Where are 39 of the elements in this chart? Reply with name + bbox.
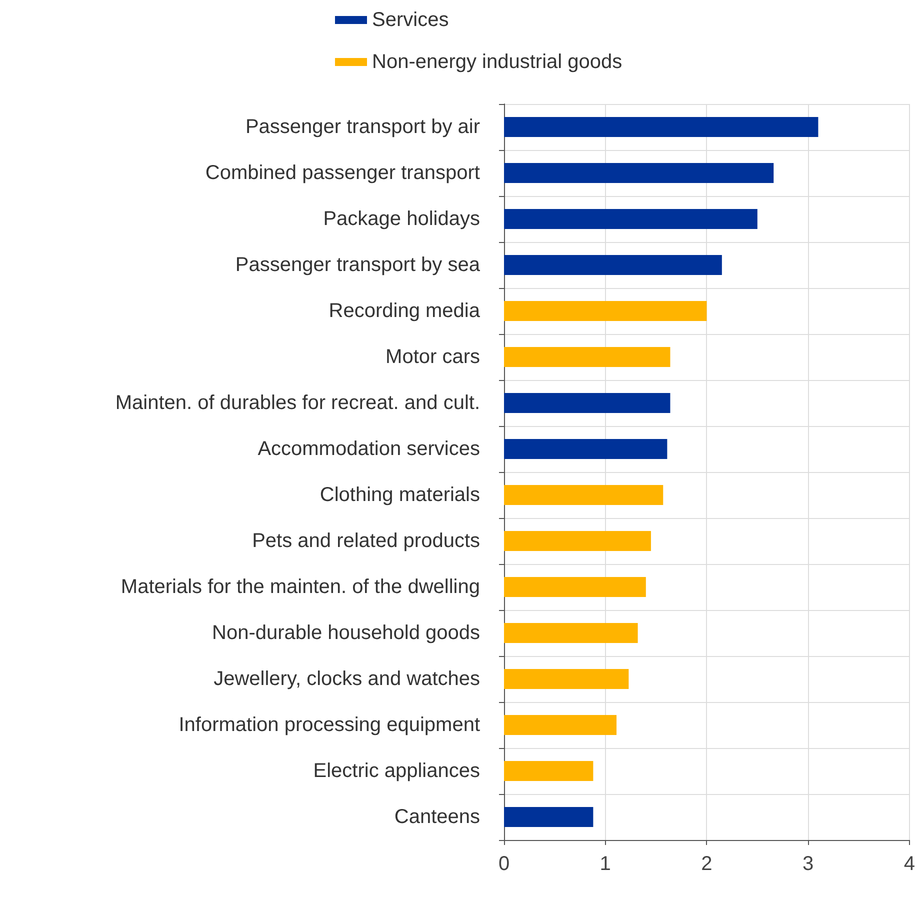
legend-label: Services <box>372 9 449 31</box>
y-tick-label: Motor cars <box>386 346 480 368</box>
y-tick-label: Recording media <box>328 300 481 322</box>
bar <box>504 669 629 689</box>
y-tick-label: Pets and related products <box>252 530 480 552</box>
y-tick-label: Package holidays <box>323 208 480 230</box>
x-tick-label: 4 <box>904 853 915 875</box>
y-tick-label: Clothing materials <box>320 484 480 506</box>
x-tick-label: 1 <box>600 853 611 875</box>
bar <box>504 301 707 321</box>
y-tick-label: Materials for the mainten. of the dwelling <box>120 576 480 598</box>
bar <box>504 347 670 367</box>
y-tick-label: Passenger transport by sea <box>235 254 481 276</box>
bar <box>504 623 638 643</box>
x-tick-label: 2 <box>701 853 712 875</box>
bar <box>504 117 818 137</box>
bar <box>504 209 758 229</box>
bar <box>504 577 646 597</box>
bar <box>504 761 594 781</box>
bar <box>504 393 670 413</box>
legend-label: Non-energy industrial goods <box>372 51 622 73</box>
bar <box>504 255 722 275</box>
bar <box>504 485 664 505</box>
y-tick-label: Electric appliances <box>313 760 480 782</box>
x-tick-label: 0 <box>498 853 510 875</box>
bar <box>504 163 774 183</box>
x-tick-label: 3 <box>802 853 814 875</box>
bar <box>504 439 668 459</box>
bar <box>504 531 651 551</box>
y-tick-label: Passenger transport by air <box>245 116 480 138</box>
bar <box>504 715 617 735</box>
y-tick-label: Mainten. of durables for recreat. and cult. <box>115 392 480 414</box>
y-tick-label: Non-durable household goods <box>212 622 480 644</box>
y-tick-label: Combined passenger transport <box>205 162 480 184</box>
y-tick-label: Accommodation services <box>258 438 480 460</box>
y-tick-label: Jewellery, clocks and watches <box>214 668 480 690</box>
y-tick-label: Canteens <box>394 806 480 828</box>
y-tick-label: Information processing equipment <box>178 714 480 736</box>
bar <box>504 807 594 827</box>
